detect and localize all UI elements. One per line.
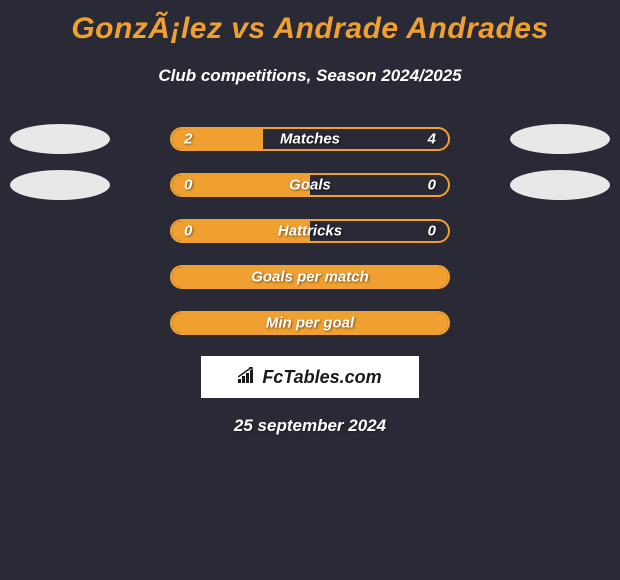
stat-row: Goals per match (10, 264, 610, 290)
placeholder (510, 262, 610, 292)
stat-label: Goals (289, 177, 331, 194)
stat-value-right: 4 (428, 131, 436, 148)
stat-value-left: 0 (184, 177, 192, 194)
placeholder (510, 216, 610, 246)
stat-row: 0 Goals 0 (10, 172, 610, 198)
date-text: 25 september 2024 (0, 416, 620, 436)
placeholder (10, 308, 110, 338)
stat-bar: 2 Matches 4 (170, 127, 450, 151)
player-left-badge (10, 170, 110, 200)
stat-value-left: 0 (184, 223, 192, 240)
stat-value-right: 0 (428, 223, 436, 240)
stat-bar: Goals per match (170, 265, 450, 289)
player-left-badge (10, 124, 110, 154)
placeholder (10, 262, 110, 292)
stat-bar: 0 Goals 0 (170, 173, 450, 197)
logo-label: FcTables.com (262, 367, 381, 388)
stat-label: Matches (280, 131, 340, 148)
player-right-badge (510, 124, 610, 154)
chart-icon (238, 367, 258, 388)
stat-row: 0 Hattricks 0 (10, 218, 610, 244)
stat-row: 2 Matches 4 (10, 126, 610, 152)
stat-bar: Min per goal (170, 311, 450, 335)
stat-bar: 0 Hattricks 0 (170, 219, 450, 243)
stat-value-right: 0 (428, 177, 436, 194)
page-subtitle: Club competitions, Season 2024/2025 (0, 66, 620, 86)
logo-box: FcTables.com (201, 356, 419, 398)
stats-container: 2 Matches 4 0 Goals 0 0 Hattricks 0 Goals per mat… (0, 126, 620, 336)
stat-label: Hattricks (278, 223, 342, 240)
page-title: GonzÃ¡lez vs Andrade Andrades (0, 0, 620, 46)
placeholder (10, 216, 110, 246)
stat-label: Min per goal (266, 315, 354, 332)
player-right-badge (510, 170, 610, 200)
stat-label: Goals per match (251, 269, 369, 286)
stat-row: Min per goal (10, 310, 610, 336)
placeholder (510, 308, 610, 338)
logo-text: FcTables.com (238, 367, 381, 388)
stat-value-left: 2 (184, 131, 192, 148)
